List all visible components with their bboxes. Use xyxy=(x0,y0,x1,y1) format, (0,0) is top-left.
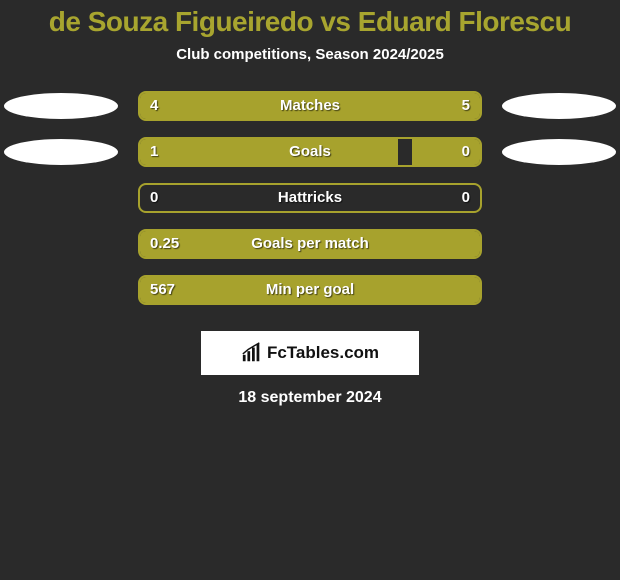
subtitle: Club competitions, Season 2024/2025 xyxy=(0,46,620,63)
bar-right xyxy=(290,93,480,119)
bar-track xyxy=(138,137,482,167)
player-right-marker xyxy=(502,93,616,119)
value-left: 1 xyxy=(150,137,158,167)
bar-left xyxy=(140,93,290,119)
stat-rows: 45Matches10Goals00Hattricks0.25Goals per… xyxy=(0,91,620,321)
stat-row: 00Hattricks xyxy=(0,183,620,229)
stat-row: 10Goals xyxy=(0,137,620,183)
stat-row: 45Matches xyxy=(0,91,620,137)
title: de Souza Figueiredo vs Eduard Florescu xyxy=(0,6,620,38)
bar-track xyxy=(138,183,482,213)
value-left: 0.25 xyxy=(150,229,179,259)
bar-track xyxy=(138,91,482,121)
value-left: 0 xyxy=(150,183,158,213)
stat-row: 567Min per goal xyxy=(0,275,620,321)
player-left-marker xyxy=(4,139,118,165)
bar-left xyxy=(140,139,398,165)
date: 18 september 2024 xyxy=(0,389,620,407)
value-left: 4 xyxy=(150,91,158,121)
brand-inner: FcTables.com xyxy=(241,342,379,364)
player-right-marker xyxy=(502,139,616,165)
value-right: 0 xyxy=(462,183,470,213)
bar-left xyxy=(140,231,480,257)
brand-text: FcTables.com xyxy=(267,343,379,363)
value-right: 5 xyxy=(462,91,470,121)
bar-chart-icon xyxy=(241,342,263,364)
value-left: 567 xyxy=(150,275,175,305)
comparison-widget: de Souza Figueiredo vs Eduard Florescu C… xyxy=(0,0,620,407)
bar-left xyxy=(140,277,480,303)
brand-box[interactable]: FcTables.com xyxy=(201,331,419,375)
stat-row: 0.25Goals per match xyxy=(0,229,620,275)
value-right: 0 xyxy=(462,137,470,167)
player-left-marker xyxy=(4,93,118,119)
bar-track xyxy=(138,229,482,259)
bar-track xyxy=(138,275,482,305)
